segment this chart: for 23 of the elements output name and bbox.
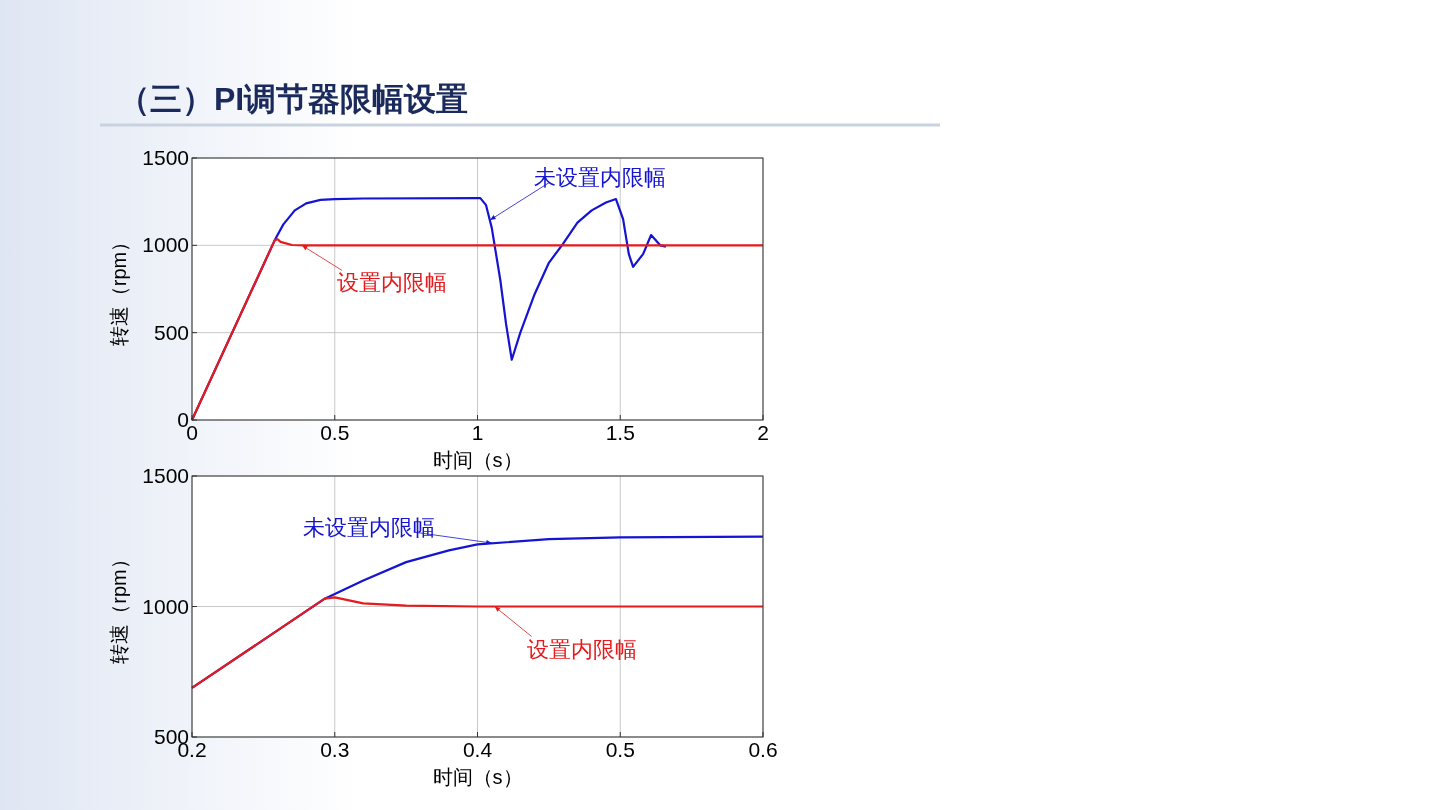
x-tick-label: 1 [471, 421, 484, 444]
line-series [190, 596, 765, 690]
x-tick-label: 0.4 [462, 738, 493, 761]
chart-title: （三）PI调节器限幅设置 [118, 81, 469, 117]
annotation: 未设置内限幅 [302, 515, 435, 541]
y-tick-label: 1000 [142, 594, 189, 618]
x-axis-title: 时间（s） [432, 766, 523, 788]
y-axis-title: 转速（rpm） [108, 231, 130, 347]
x-axis-title: 时间（s） [432, 449, 523, 471]
x-tick-label: 0.6 [748, 738, 778, 761]
x-tick-label: 0.3 [320, 738, 350, 761]
annotation: 设置内限幅 [526, 636, 637, 662]
y-axis-title: 转速（rpm） [108, 549, 130, 664]
y-tick-label: 500 [153, 320, 189, 344]
x-tick-label: 0.5 [605, 738, 635, 761]
y-tick-label: 1000 [142, 233, 189, 257]
x-tick-label: 1.5 [605, 421, 635, 444]
annotation: 未设置内限幅 [534, 165, 667, 191]
x-tick-label: 0.5 [320, 421, 350, 444]
x-tick-label: 2 [757, 421, 769, 444]
y-tick-label: 1500 [142, 146, 189, 169]
y-tick-label: 1500 [142, 464, 189, 487]
annotation: 设置内限幅 [336, 270, 447, 296]
